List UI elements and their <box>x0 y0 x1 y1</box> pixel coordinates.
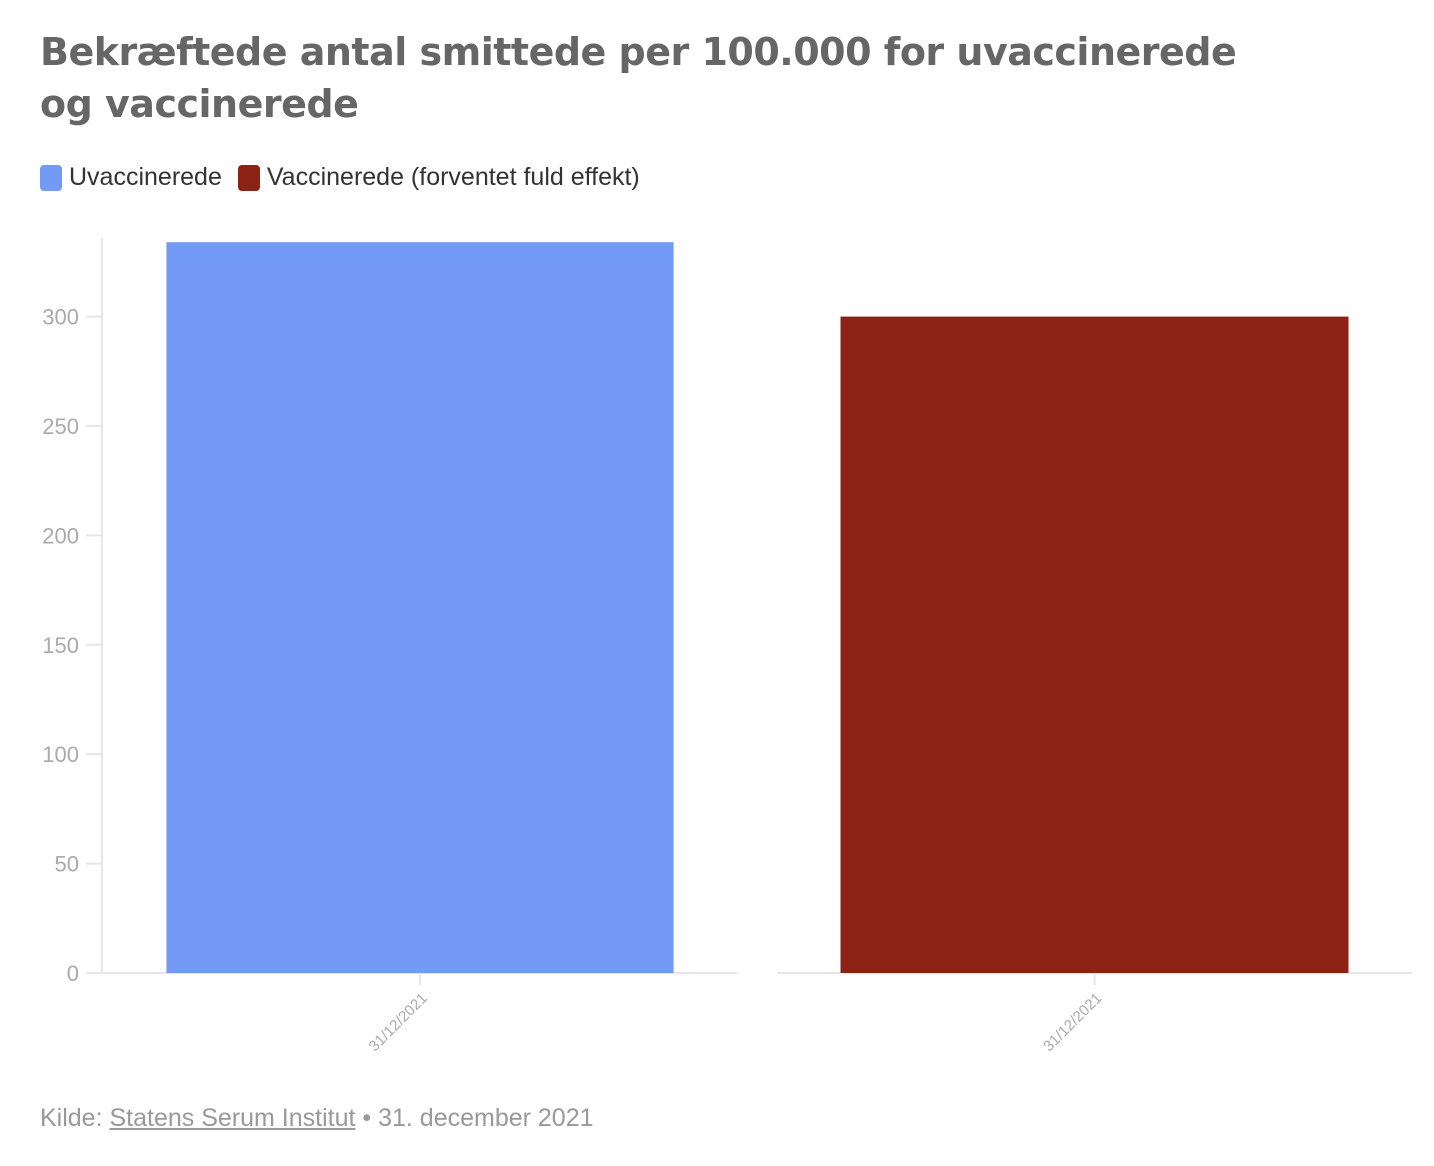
legend-swatch-uvaccinerede <box>40 164 62 191</box>
x-tick-label: 31/12/2021 <box>366 990 431 1055</box>
x-tick-label: 31/12/2021 <box>1040 990 1105 1055</box>
legend-label-uvaccinerede: Uvaccinerede <box>69 163 222 191</box>
legend-item-uvaccinerede[interactable]: Uvaccinerede <box>40 163 222 192</box>
y-tick-label: 100 <box>42 742 79 767</box>
y-tick-label: 200 <box>42 523 79 548</box>
bar-vaccinerede <box>840 316 1349 973</box>
chart-title: Bekræftede antal smittede per 100.000 fo… <box>40 30 1237 126</box>
source-link[interactable]: Statens Serum Institut <box>109 1104 356 1132</box>
legend: Uvaccinerede Vaccinerede (forventet fuld… <box>40 163 656 192</box>
y-tick-label: 250 <box>42 414 79 439</box>
y-tick-label: 300 <box>42 305 79 330</box>
footer-separator: • <box>355 1104 379 1132</box>
y-tick-label: 150 <box>42 633 79 658</box>
legend-item-vaccinerede[interactable]: Vaccinerede (forventet fuld effekt) <box>237 163 640 192</box>
source-prefix: Kilde: <box>40 1104 110 1132</box>
footer-date: 31. december 2021 <box>378 1104 594 1132</box>
y-tick-label: 50 <box>55 852 79 877</box>
legend-swatch-vaccinerede <box>237 164 260 191</box>
bar-chart: 0 50 100 150 200 250 300 31/12/2021 31/12/2021 <box>42 238 1412 1055</box>
y-tick-label: 0 <box>67 961 79 986</box>
legend-label-vaccinerede: Vaccinerede (forventet fuld effekt) <box>266 163 640 191</box>
footer: Kilde: Statens Serum Institut • 31. dece… <box>40 1104 594 1133</box>
bar-uvaccinerede <box>166 242 674 974</box>
